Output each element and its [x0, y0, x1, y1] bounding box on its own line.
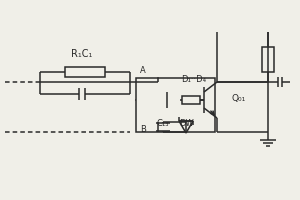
Text: DW: DW: [178, 118, 194, 128]
Text: A: A: [140, 66, 146, 75]
Text: R₁C₁: R₁C₁: [71, 49, 93, 59]
Bar: [65, 67, 105, 77]
Bar: [262, 47, 274, 72]
Text: Q₀₁: Q₀₁: [231, 94, 245, 102]
Text: D₁··D₄: D₁··D₄: [182, 75, 207, 84]
Bar: [182, 96, 200, 104]
Text: B: B: [140, 125, 146, 134]
Text: C₁₃: C₁₃: [157, 118, 169, 128]
Bar: [136, 78, 215, 132]
